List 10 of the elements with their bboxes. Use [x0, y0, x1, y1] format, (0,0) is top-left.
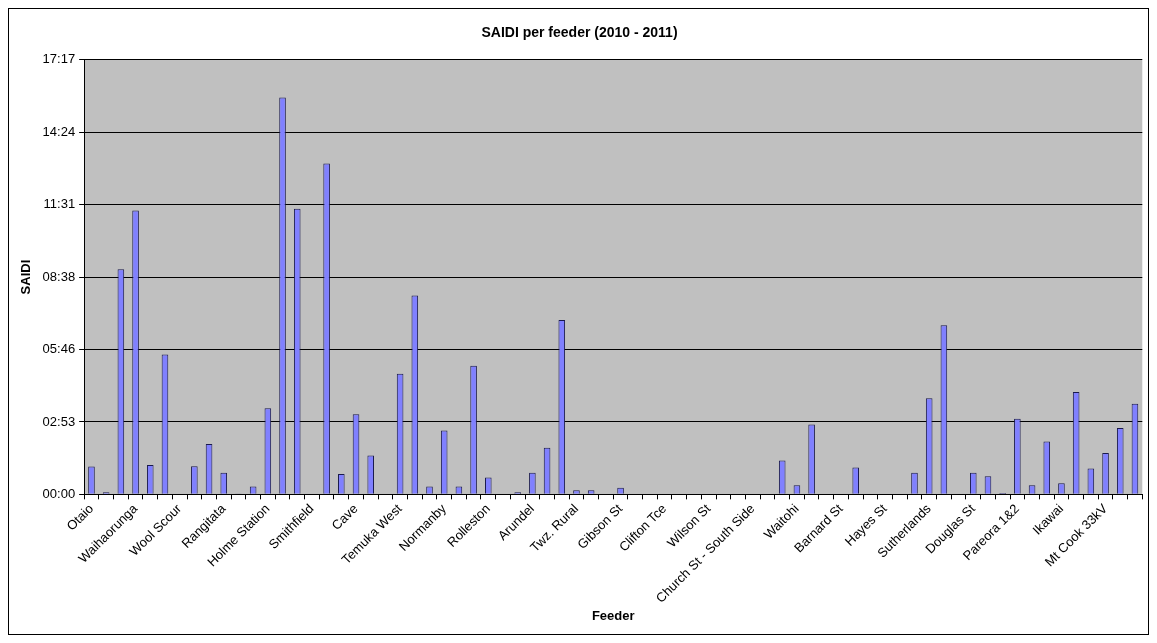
- y-tick-label: 11:31: [43, 196, 76, 212]
- y-tick-label: 14:24: [42, 123, 76, 139]
- y-axis-title: SAIDI: [18, 259, 34, 295]
- y-tick-label: 08:38: [42, 268, 76, 284]
- y-tick-label: 02:53: [42, 413, 76, 429]
- x-axis-title: Feeder: [591, 607, 635, 623]
- y-tick-label: 17:17: [42, 51, 76, 67]
- y-tick-label: 05:46: [42, 341, 76, 357]
- y-tick-label: 00:00: [42, 485, 76, 501]
- chart-title: SAIDI per feeder (2010 - 2011): [481, 24, 678, 41]
